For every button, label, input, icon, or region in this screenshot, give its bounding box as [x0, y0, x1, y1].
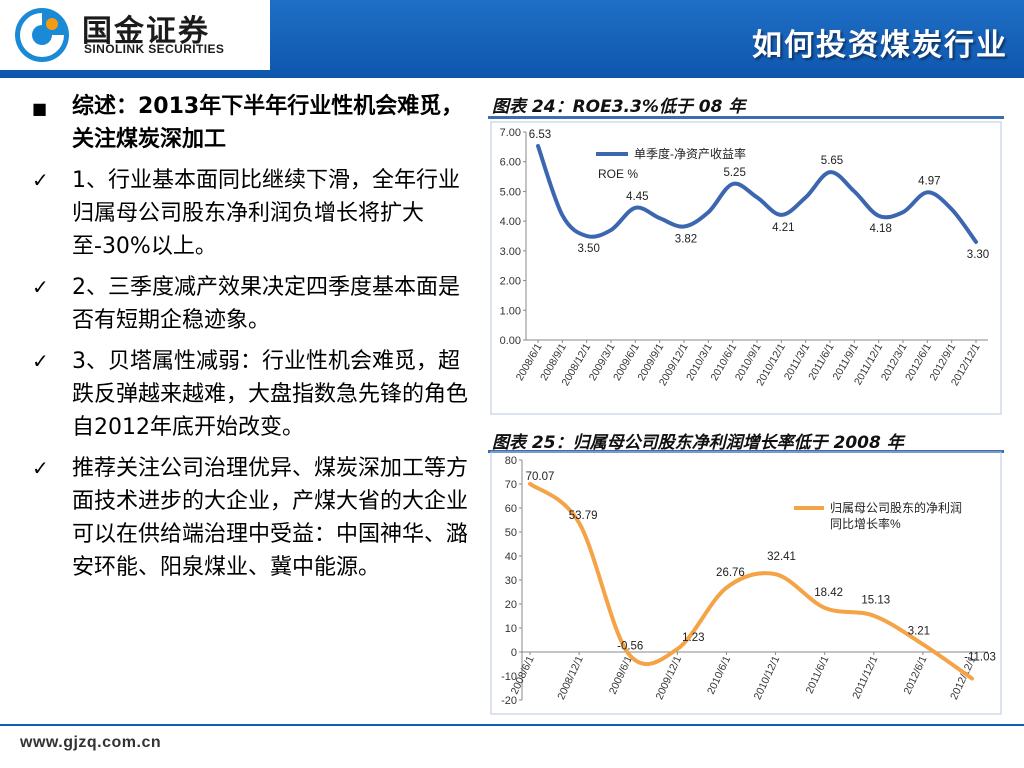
y-tick-label: 30 — [505, 575, 517, 587]
logo: 国金证券 SINOLINK SECURITIES — [0, 0, 270, 70]
bullet-list: ■ 综述：2013年下半年行业性机会难觅，关注煤炭深加工 ✓ 1、行业基本面同比… — [28, 90, 478, 592]
y-tick-label: 80 — [505, 455, 517, 467]
data-label: 18.42 — [814, 587, 843, 599]
data-label: 4.97 — [918, 175, 940, 187]
data-label: 53.79 — [569, 510, 598, 522]
roe-chart: 图表 24：ROE3.3%低于 08 年 0.00 1.00 2.00 3.00 4.0… — [488, 92, 1004, 422]
data-label: 70.07 — [526, 471, 555, 483]
data-label: 4.45 — [626, 191, 648, 203]
data-label: 15.13 — [861, 595, 890, 607]
logo-text-cn: 国金证券 — [82, 14, 210, 49]
check-icon: ✓ — [32, 168, 49, 192]
y-tick-label: 7.00 — [500, 127, 521, 139]
data-label: 32.41 — [767, 551, 796, 563]
bullet-item-1: ✓ 1、行业基本面同比继续下滑，全年行业归属母公司股东净利润负增长将扩大至-30… — [28, 164, 478, 263]
y-tick-label: 40 — [505, 551, 517, 563]
y-tick-label: 70 — [505, 479, 517, 491]
y-tick-label: 2.00 — [500, 276, 521, 288]
x-tick-label: 2008/12/1 — [555, 654, 586, 702]
y-tick-label: -10 — [501, 671, 517, 683]
data-label: 4.21 — [772, 222, 794, 234]
bullet-item-4: ✓ 推荐关注公司治理优异、煤炭深加工等方面技术进步的大企业，产煤大省的大企业可以… — [28, 452, 478, 584]
data-label: 3.50 — [577, 243, 599, 255]
profit-growth-chart: 图表 25：归属母公司股东净利润增长率低于 2008 年 -20 -10 0 10 20… — [488, 428, 1004, 718]
y-tick-label: 0 — [511, 647, 517, 659]
x-tick-label: 2010/12/1 — [752, 654, 783, 702]
footer-url: www.gjzq.com.cn — [20, 734, 162, 751]
logo-text-en: SINOLINK SECURITIES — [84, 42, 225, 56]
bullet-text: 综述：2013年下半年行业性机会难觅，关注煤炭深加工 — [72, 94, 464, 152]
bullet-text: 推荐关注公司治理优异、煤炭深加工等方面技术进步的大企业，产煤大省的大企业可以在供… — [72, 456, 469, 580]
chart-title-rule — [488, 116, 1004, 119]
x-tick-label: 2009/6/1 — [607, 654, 635, 696]
y-tick-label: 50 — [505, 527, 517, 539]
x-tick-label: 2011/12/1 — [850, 654, 880, 701]
y-tick-label: 4.00 — [500, 216, 521, 228]
roe-series-line — [536, 143, 978, 244]
data-label: 5.25 — [723, 167, 745, 179]
legend-label: 单季度-净资产收益率 — [634, 146, 746, 161]
y-tick-label: 5.00 — [500, 186, 521, 198]
bullet-text: 1、行业基本面同比继续下滑，全年行业归属母公司股东净利润负增长将扩大至-30%以… — [72, 168, 460, 259]
y-tick-label: 60 — [505, 503, 517, 515]
data-label: 3.21 — [908, 625, 930, 637]
data-label: -11.03 — [964, 651, 996, 663]
bullet-item-2: ✓ 2、三季度减产效果决定四季度基本面是否有短期企稳迹象。 — [28, 271, 478, 337]
logo-icon — [15, 8, 69, 62]
x-tick-label: 2012/6/1 — [901, 654, 929, 696]
footer-rule — [0, 724, 1024, 726]
chart-border — [490, 121, 1002, 415]
legend-label: ROE % — [598, 167, 638, 181]
data-label: 1.23 — [682, 632, 704, 644]
x-tick-label: 2010/6/1 — [705, 654, 733, 696]
check-icon: ✓ — [32, 456, 49, 480]
x-tick-label: 2011/6/1 — [804, 654, 832, 696]
data-label: 3.82 — [675, 233, 697, 245]
square-bullet-icon: ■ — [32, 99, 48, 118]
data-label: 26.76 — [716, 567, 745, 579]
roe-line-chart: 0.001.002.003.004.005.006.007.002008/6/1… — [490, 121, 1002, 415]
profit-growth-series-line — [528, 481, 974, 681]
bullet-item-3: ✓ 3、贝塔属性减弱：行业性机会难觅，超跌反弹越来越难，大盘指数急先锋的角色自2… — [28, 345, 478, 444]
y-tick-label: -20 — [501, 695, 517, 707]
header-bar: 国金证券 SINOLINK SECURITIES 如何投资煤炭行业 — [0, 0, 1024, 78]
data-label: 6.53 — [529, 129, 551, 141]
bullet-text: 3、贝塔属性减弱：行业性机会难觅，超跌反弹越来越难，大盘指数急先锋的角色自201… — [72, 349, 469, 440]
legend-label: 同比增长率% — [830, 516, 901, 531]
bullet-text: 2、三季度减产效果决定四季度基本面是否有短期企稳迹象。 — [72, 275, 460, 333]
check-icon: ✓ — [32, 275, 49, 299]
data-label: 3.30 — [967, 249, 989, 261]
chart-border — [490, 451, 1002, 715]
y-tick-label: 10 — [505, 623, 517, 635]
slide-title: 如何投资煤炭行业 — [752, 28, 1008, 63]
y-tick-label: 6.00 — [500, 157, 521, 169]
check-icon: ✓ — [32, 349, 49, 373]
bullet-item-summary: ■ 综述：2013年下半年行业性机会难觅，关注煤炭深加工 — [28, 90, 478, 156]
data-label: 5.65 — [821, 155, 843, 167]
legend-label: 归属母公司股东的净利润 — [830, 500, 962, 515]
data-label: 4.18 — [869, 223, 891, 235]
y-tick-label: 20 — [505, 599, 517, 611]
chart-title: 图表 25：归属母公司股东净利润增长率低于 2008 年 — [492, 433, 904, 453]
y-tick-label: 3.00 — [500, 246, 521, 258]
data-label: -0.56 — [617, 640, 643, 652]
chart-title: 图表 24：ROE3.3%低于 08 年 — [492, 97, 746, 117]
y-tick-label: 1.00 — [500, 305, 521, 317]
y-tick-label: 0.00 — [500, 335, 521, 347]
